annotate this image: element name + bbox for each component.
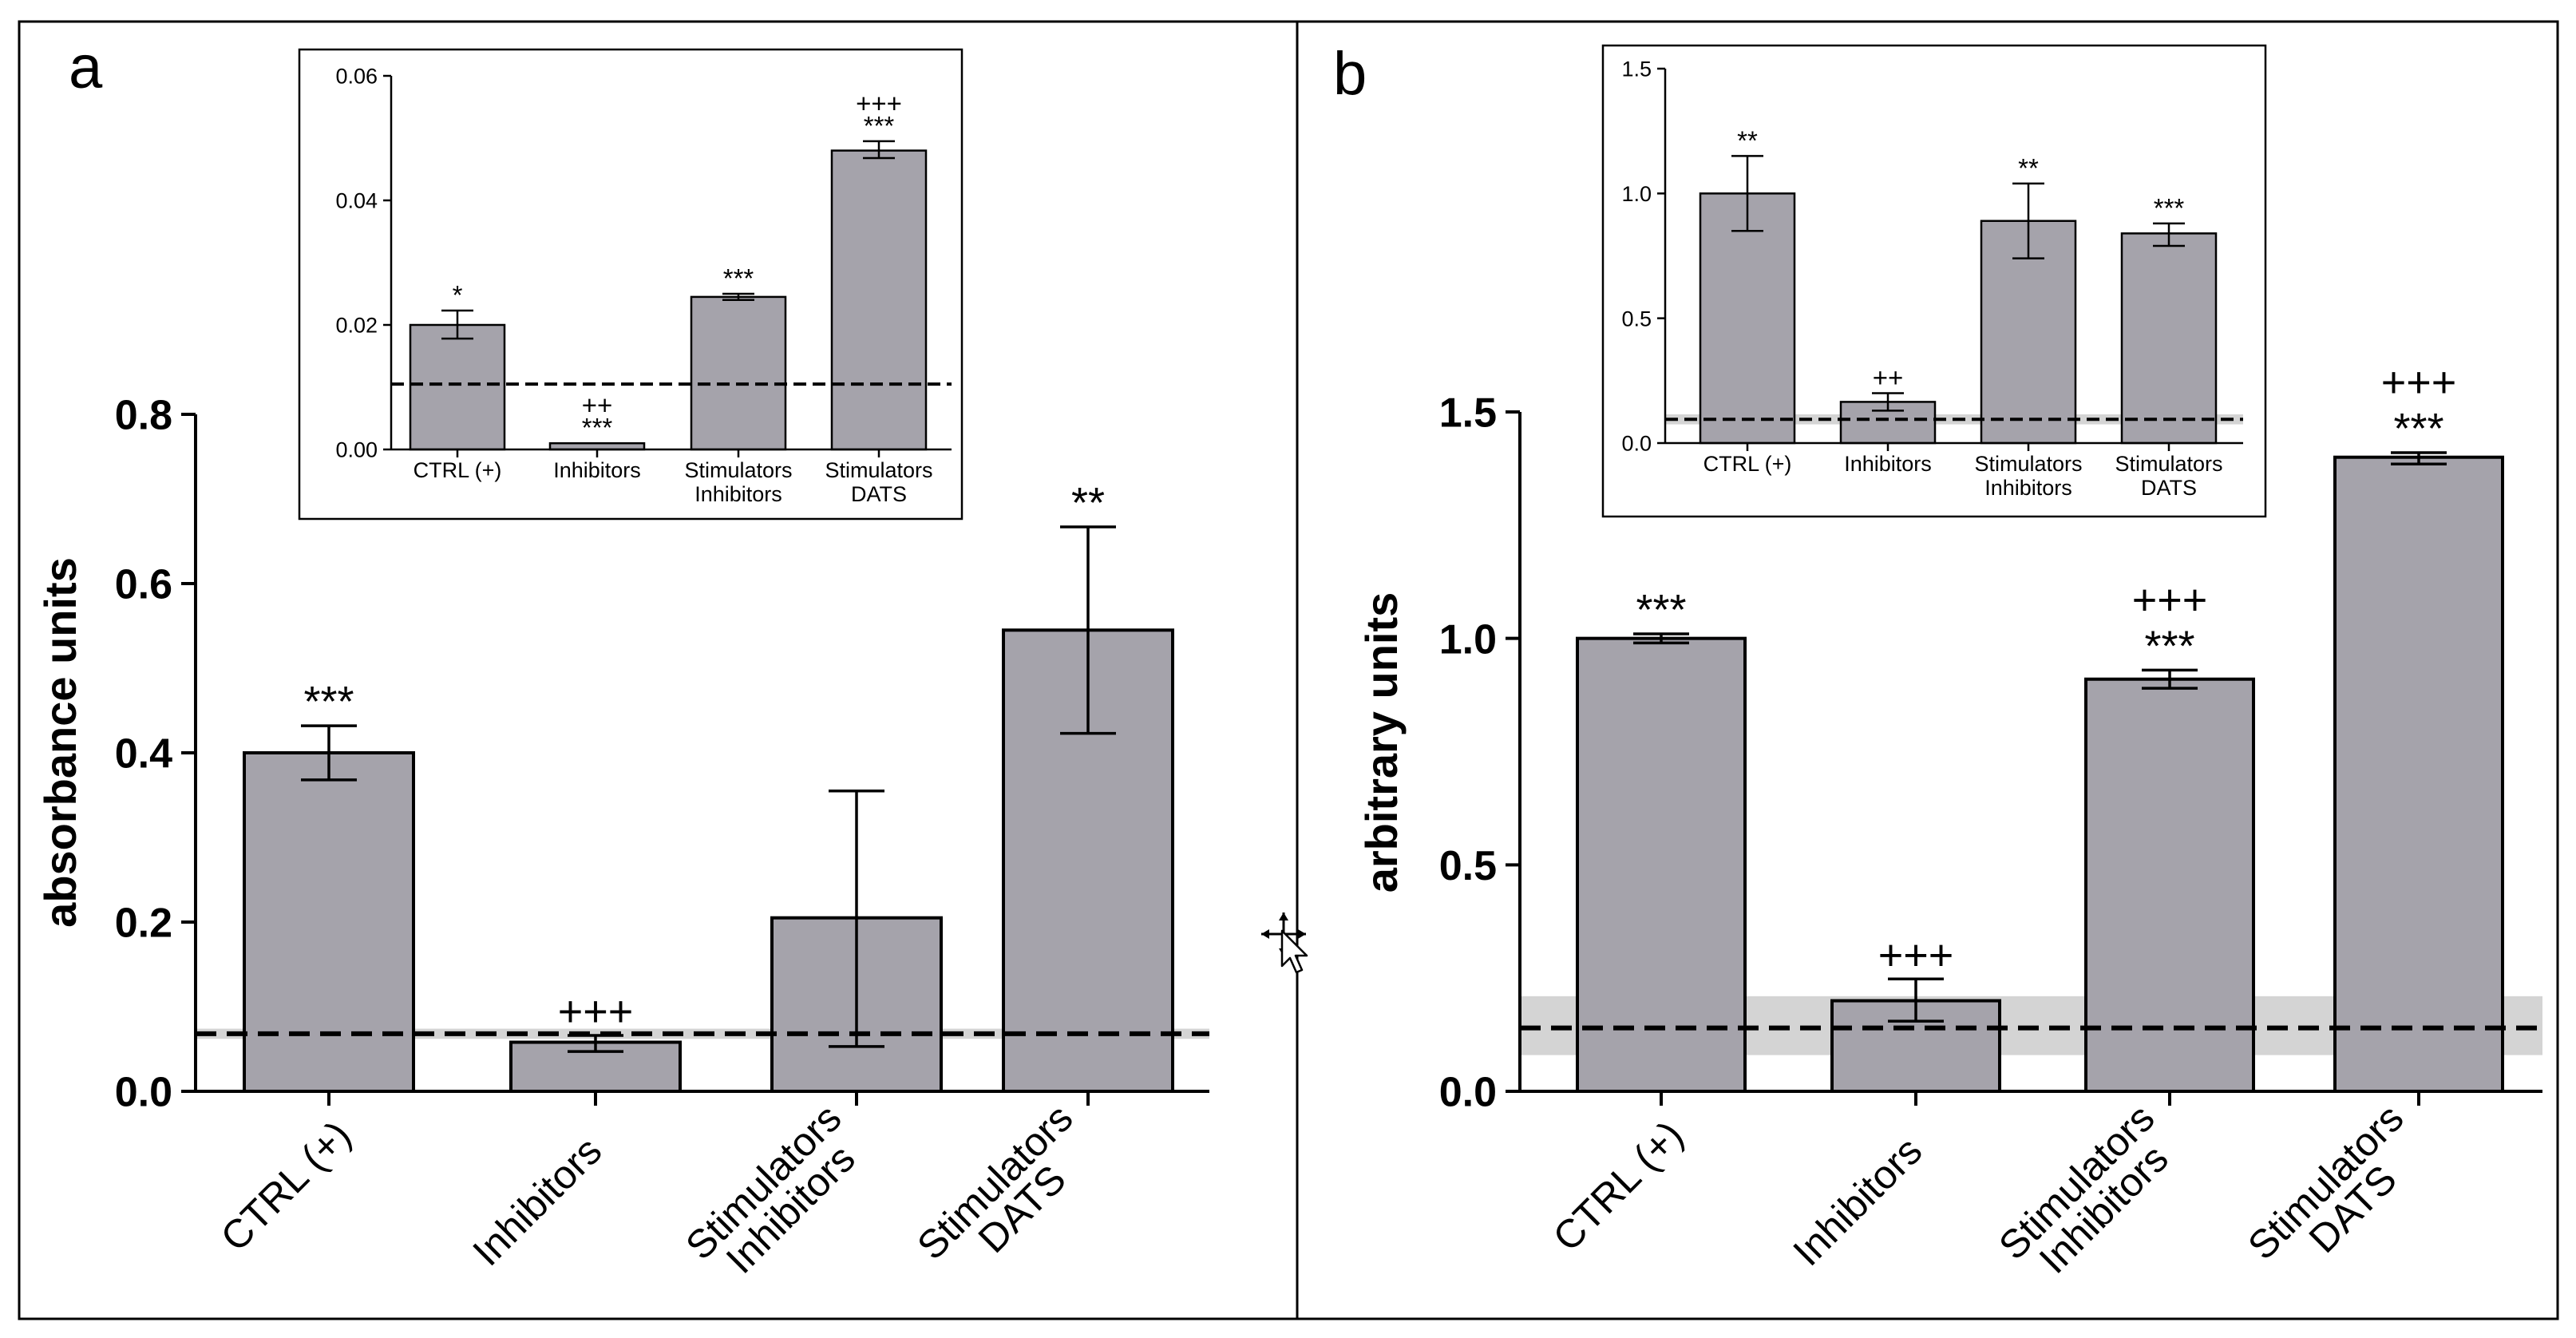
y-tick-label: 0.0: [1439, 1070, 1497, 1116]
ylabel-a: absorbance units: [35, 557, 85, 928]
bar-4: [830, 149, 928, 451]
y-tick-label: 1.0: [1621, 182, 1652, 206]
error-bar-4: [2153, 222, 2185, 247]
y-tick-label: 0.02: [335, 314, 378, 338]
move-cursor-icon: [1261, 912, 1308, 974]
error-bar-3: [2012, 182, 2044, 259]
y-tick-label: 0.5: [1621, 307, 1652, 331]
x-category-label: Inhibitors: [694, 482, 782, 506]
bar-3: [2084, 677, 2255, 1093]
significance-annotation: **: [1071, 479, 1105, 527]
panel-label-a: a: [69, 34, 103, 101]
y-tick-label: 0.00: [335, 438, 378, 462]
significance-annotation: +++: [856, 89, 902, 118]
error-bar-1: [1633, 632, 1689, 645]
x-category-label: Stimulators: [825, 458, 932, 482]
bar-4: [2120, 232, 2218, 445]
significance-annotation: **: [2018, 153, 2039, 183]
significance-annotation: +++: [558, 988, 634, 1035]
y-tick-label: 1.0: [1439, 616, 1497, 663]
error-bar-4: [2391, 451, 2447, 465]
significance-annotation: ++: [1873, 362, 1904, 392]
error-bar-3: [722, 292, 754, 302]
y-tick-label: 0.0: [115, 1070, 172, 1116]
significance-annotation: ***: [582, 413, 613, 442]
significance-annotation: ***: [723, 263, 754, 293]
bar-1: [243, 751, 415, 1093]
ylabel-b: arbitrary units: [1356, 592, 1407, 893]
x-category-label: Stimulators: [684, 458, 792, 482]
bar-1: [409, 323, 506, 451]
bar-1: [1699, 192, 1796, 445]
significance-annotation: ***: [864, 111, 895, 141]
error-bar-1: [301, 724, 357, 782]
y-tick-label: 0.06: [335, 65, 378, 89]
y-tick-label: 0.8: [115, 393, 172, 439]
error-bar-4: [863, 140, 895, 160]
significance-annotation: +++: [2132, 576, 2208, 623]
y-tick-label: 0.4: [115, 731, 172, 778]
x-category-label: Stimulators: [1974, 452, 2082, 476]
significance-annotation: *: [453, 280, 463, 310]
significance-annotation: ***: [2154, 193, 2185, 223]
y-tick-label: 1.5: [1621, 57, 1652, 81]
x-category-label: Inhibitors: [1844, 452, 1932, 476]
figure-frame: [18, 20, 2559, 1320]
y-tick-label: 1.5: [1439, 390, 1497, 437]
bar-1: [1576, 636, 1747, 1093]
y-tick-label: 0.6: [115, 562, 172, 608]
y-tick-label: 0.0: [1621, 432, 1652, 456]
error-bar-2: [1888, 977, 1944, 1023]
significance-annotation: ***: [303, 678, 354, 726]
y-tick-label: 0.2: [115, 901, 172, 947]
x-category-label: DATS: [2141, 476, 2197, 500]
significance-annotation: **: [1737, 125, 1758, 155]
significance-annotation: ***: [1636, 586, 1686, 634]
error-bar-1: [441, 309, 473, 340]
x-category-label: Inhibitors: [553, 458, 641, 482]
panel-label-b: b: [1333, 40, 1367, 108]
bar-3: [690, 295, 787, 451]
error-bar-3: [2142, 668, 2198, 690]
error-bar-2: [1872, 392, 1904, 412]
x-category-label: DATS: [851, 482, 907, 506]
x-category-label: Stimulators: [2115, 452, 2222, 476]
x-category-label: Inhibitors: [1984, 476, 2072, 500]
error-bar-4: [1060, 525, 1116, 735]
significance-annotation: ***: [2144, 622, 2194, 670]
significance-annotation: ***: [2393, 405, 2443, 453]
significance-annotation: ++: [582, 390, 613, 420]
x-category-label: CTRL (+): [1703, 452, 1792, 476]
y-tick-label: 0.04: [335, 189, 378, 213]
x-category-label: CTRL (+): [414, 458, 502, 482]
error-bar-3: [829, 789, 884, 1048]
significance-annotation: +++: [1878, 931, 1954, 979]
error-bar-1: [1731, 155, 1763, 232]
y-tick-label: 0.5: [1439, 843, 1497, 889]
bar-4: [2333, 455, 2504, 1093]
significance-annotation: +++: [2381, 358, 2457, 406]
